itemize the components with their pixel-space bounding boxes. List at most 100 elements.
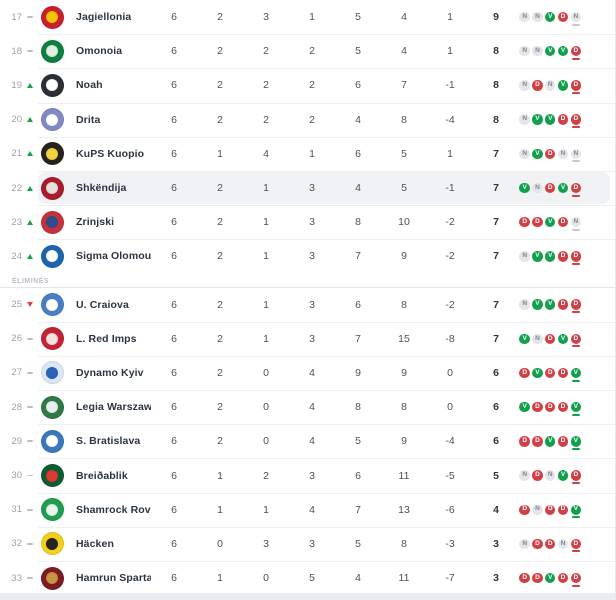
form-badge[interactable]: V <box>557 182 569 194</box>
form-badge[interactable]: N <box>519 46 530 57</box>
form-badge[interactable]: N <box>532 46 543 57</box>
form-badge[interactable]: D <box>570 251 581 266</box>
form-badge[interactable]: V <box>557 333 569 344</box>
form-badge[interactable]: V <box>545 251 556 262</box>
form-badge[interactable]: V <box>570 436 581 451</box>
form-badge[interactable]: D <box>532 436 543 447</box>
form-badge[interactable]: D <box>557 299 569 310</box>
form-badge[interactable]: D <box>532 572 543 584</box>
form-badge[interactable]: V <box>557 470 569 481</box>
form-badge[interactable]: D <box>545 538 556 550</box>
form-badge[interactable]: N <box>545 470 556 481</box>
form-badge[interactable]: N <box>532 333 543 344</box>
team-name[interactable]: U. Craiova <box>76 298 129 311</box>
form-badge[interactable]: D <box>570 299 581 314</box>
form-badge[interactable]: D <box>532 538 543 550</box>
form-badge[interactable]: D <box>557 572 569 584</box>
form-badge[interactable]: D <box>532 80 543 91</box>
team-name[interactable]: S. Bratislava <box>76 435 141 448</box>
table-row[interactable]: 33 Hamrun Spartans 6 1 0 5 4 11 -7 3 DDV… <box>0 561 615 595</box>
form-badge[interactable]: D <box>557 217 569 228</box>
team-name[interactable]: L. Red Imps <box>76 332 137 345</box>
form-badge[interactable]: D <box>557 401 569 413</box>
form-badge[interactable]: D <box>532 401 543 413</box>
form-badge[interactable]: D <box>570 114 581 129</box>
form-badge[interactable]: D <box>519 572 530 584</box>
form-badge[interactable]: N <box>557 148 569 160</box>
team-name[interactable]: Jagiellonia <box>76 11 132 24</box>
form-badge[interactable]: D <box>545 333 556 344</box>
form-badge[interactable]: V <box>545 11 556 23</box>
form-badge[interactable]: D <box>545 401 556 413</box>
form-badge[interactable]: V <box>545 217 556 228</box>
form-badge[interactable]: D <box>570 333 581 348</box>
form-badge[interactable]: V <box>570 504 581 519</box>
team-name[interactable]: Hamrun Spartans <box>76 572 151 585</box>
form-badge[interactable]: D <box>519 217 530 228</box>
team-name[interactable]: Zrinjski <box>76 216 115 229</box>
form-badge[interactable]: N <box>557 538 569 550</box>
form-badge[interactable]: D <box>519 367 530 379</box>
team-name[interactable]: KuPS Kuopio <box>76 147 145 160</box>
form-badge[interactable]: D <box>570 46 581 61</box>
form-badge[interactable]: D <box>545 367 556 379</box>
form-badge[interactable]: N <box>519 114 530 125</box>
form-badge[interactable]: V <box>570 367 581 383</box>
form-badge[interactable]: N <box>532 504 543 515</box>
form-badge[interactable]: D <box>532 470 543 481</box>
team-name[interactable]: Breiðablik <box>76 469 128 482</box>
form-badge[interactable]: V <box>532 148 543 160</box>
form-badge[interactable]: N <box>532 11 543 23</box>
form-badge[interactable]: D <box>557 504 569 515</box>
form-badge[interactable]: N <box>519 538 530 550</box>
team-name[interactable]: Drita <box>76 113 101 126</box>
form-badge[interactable]: V <box>545 46 556 57</box>
form-badge[interactable]: N <box>519 299 530 310</box>
form-badge[interactable]: V <box>557 46 569 57</box>
team-name[interactable]: Omonoia <box>76 45 123 58</box>
form-badge[interactable]: V <box>532 367 543 379</box>
form-badge[interactable]: N <box>519 470 530 481</box>
form-badge[interactable]: V <box>570 401 581 417</box>
form-badge[interactable]: D <box>545 504 556 515</box>
form-badge[interactable]: D <box>557 251 569 262</box>
form-badge[interactable]: N <box>545 80 556 91</box>
form-badge[interactable]: D <box>570 572 581 588</box>
form-badge[interactable]: D <box>545 182 556 194</box>
team-name[interactable]: Häcken <box>76 537 114 550</box>
form-badge[interactable]: N <box>519 148 530 160</box>
form-badge[interactable]: D <box>519 436 530 447</box>
team-name[interactable]: Sigma Olomouc <box>76 250 151 263</box>
form-badge[interactable]: N <box>570 148 581 163</box>
team-name[interactable]: Shkëndija <box>76 182 127 195</box>
form-badge[interactable]: D <box>557 436 569 447</box>
form-badge[interactable]: D <box>570 538 581 554</box>
form-badge[interactable]: V <box>545 299 556 310</box>
team-name[interactable]: Shamrock Rovers <box>76 503 151 516</box>
form-badge[interactable]: D <box>557 11 569 23</box>
form-badge[interactable]: D <box>570 470 581 485</box>
form-badge[interactable]: D <box>519 504 530 515</box>
form-badge[interactable]: V <box>519 182 530 194</box>
form-badge[interactable]: V <box>545 436 556 447</box>
form-badge[interactable]: N <box>519 251 530 262</box>
form-badge[interactable]: V <box>545 114 556 125</box>
form-badge[interactable]: D <box>545 148 556 160</box>
form-badge[interactable]: V <box>557 80 569 91</box>
form-badge[interactable]: D <box>557 367 569 379</box>
team-name[interactable]: Legia Warszawa <box>76 401 151 414</box>
form-badge[interactable]: N <box>532 182 543 194</box>
form-badge[interactable]: D <box>532 217 543 228</box>
form-badge[interactable]: V <box>519 401 530 413</box>
